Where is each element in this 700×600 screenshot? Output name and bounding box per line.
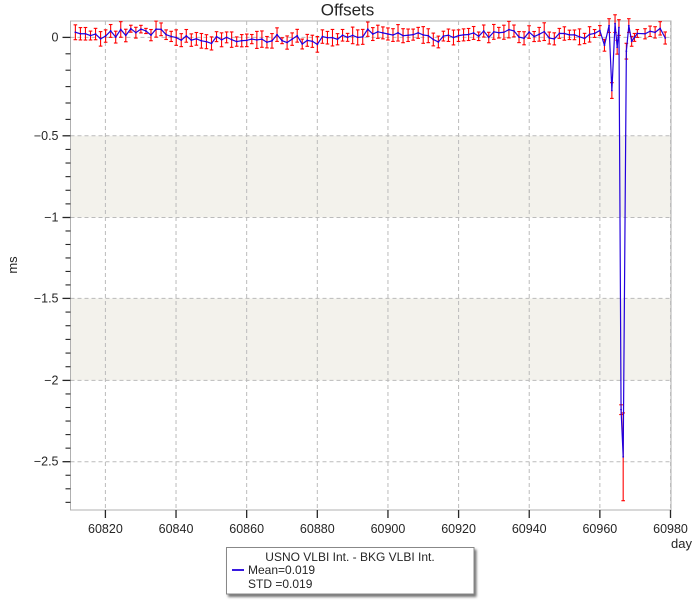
svg-text:USNO VLBI Int. - BKG VLBI Int.: USNO VLBI Int. - BKG VLBI Int. <box>265 550 434 564</box>
svg-text:60840: 60840 <box>159 522 194 536</box>
svg-text:60880: 60880 <box>300 522 335 536</box>
svg-text:0: 0 <box>52 30 59 44</box>
svg-text:STD =0.019: STD =0.019 <box>248 577 313 591</box>
svg-text:−1.5: −1.5 <box>34 291 59 305</box>
svg-text:−1: −1 <box>44 211 58 225</box>
svg-text:60960: 60960 <box>582 522 617 536</box>
svg-text:ms: ms <box>5 256 20 274</box>
svg-text:60820: 60820 <box>88 522 123 536</box>
svg-text:−2: −2 <box>44 373 58 387</box>
svg-text:−2.5: −2.5 <box>34 455 59 469</box>
svg-text:−0.5: −0.5 <box>34 129 59 143</box>
svg-text:Mean=0.019: Mean=0.019 <box>248 563 315 577</box>
svg-text:day: day <box>671 536 692 551</box>
svg-text:60980: 60980 <box>653 522 688 536</box>
svg-text:Offsets: Offsets <box>321 1 375 20</box>
svg-text:60860: 60860 <box>229 522 264 536</box>
svg-text:60900: 60900 <box>371 522 406 536</box>
svg-text:60940: 60940 <box>512 522 547 536</box>
svg-text:60920: 60920 <box>441 522 476 536</box>
